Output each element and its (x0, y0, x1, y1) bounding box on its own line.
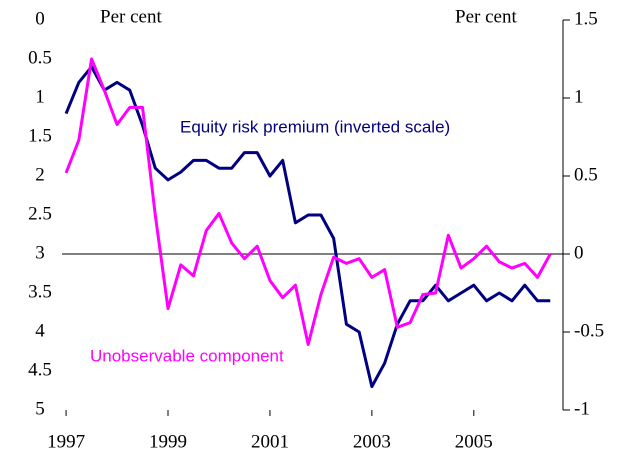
y-tick-label: 5 (35, 398, 45, 419)
x-tick-label: 2003 (353, 431, 391, 452)
y2-tick-label: 0 (574, 242, 584, 263)
y-tick-label: 2 (35, 164, 45, 185)
y-tick-label: 3.5 (28, 281, 52, 302)
y-tick-label: 1 (35, 86, 45, 107)
x-tick-label: 1999 (149, 431, 187, 452)
series-label: Equity risk premium (inverted scale) (180, 117, 450, 136)
series-line (64, 57, 552, 346)
y-tick-label: 0 (35, 8, 45, 29)
y-tick-label: 3 (35, 242, 45, 263)
y2-axis-label: Per cent (455, 6, 517, 27)
y2-tick-label: 0.5 (574, 164, 598, 185)
series-label: Unobservable component (90, 346, 284, 365)
y-tick-label: 4 (35, 320, 45, 341)
y2-tick-label: 1 (574, 86, 584, 107)
y-tick-label: 2.5 (28, 203, 52, 224)
x-tick-label: 1997 (47, 431, 85, 452)
x-tick-label: 2001 (251, 431, 289, 452)
y2-tick-label: 1.5 (574, 8, 598, 29)
y-axis-label: Per cent (100, 6, 162, 27)
x-tick-label: 2005 (455, 431, 493, 452)
y-tick-label: 0.5 (28, 47, 52, 68)
y2-tick-label: -1 (574, 398, 590, 419)
y2-tick-label: -0.5 (574, 320, 604, 341)
y-tick-label: 1.5 (28, 125, 52, 146)
y-tick-label: 4.5 (28, 359, 52, 380)
